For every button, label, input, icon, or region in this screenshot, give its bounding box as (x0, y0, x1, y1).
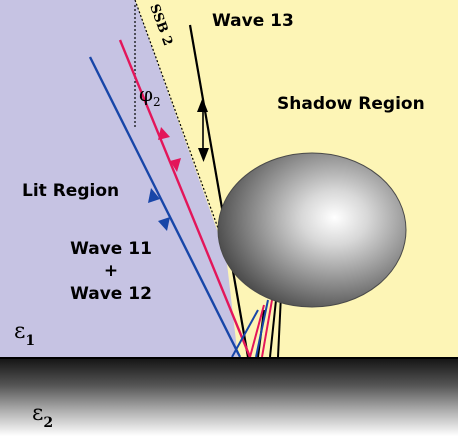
lit-region-area (0, 0, 238, 358)
red-wave-arrows-icon (158, 127, 181, 172)
wave-13-arrows-icon (197, 98, 209, 162)
epsilon-2-label: ε2 (32, 401, 53, 431)
epsilon-2-symbol: ε (32, 401, 43, 426)
phi-symbol: φ (139, 82, 153, 106)
blue-wave-ray (88, 56, 269, 358)
ground-plane (0, 358, 458, 436)
red-wave-ray (118, 39, 273, 358)
plus-label: + (104, 261, 118, 281)
epsilon-1-symbol: ε (14, 319, 25, 344)
wave-11-label: Wave 11 (70, 239, 152, 259)
wave-12-label: Wave 12 (70, 284, 152, 304)
epsilon-1-label: ε1 (14, 319, 35, 349)
phi-angle-label: φ2 (139, 82, 161, 109)
shadow-boundary-line (134, 0, 227, 251)
epsilon-1-subscript: 1 (25, 333, 35, 349)
wave-13-label: Wave 13 (212, 11, 294, 31)
wave-13-ray (188, 24, 282, 358)
shadow-region-label: Shadow Region (277, 94, 425, 114)
epsilon-2-subscript: 2 (43, 415, 53, 431)
phi-subscript: 2 (153, 95, 161, 109)
lit-region-label: Lit Region (22, 181, 119, 201)
blue-wave-arrows-icon (148, 188, 170, 231)
sphere-scatterer (217, 152, 407, 308)
